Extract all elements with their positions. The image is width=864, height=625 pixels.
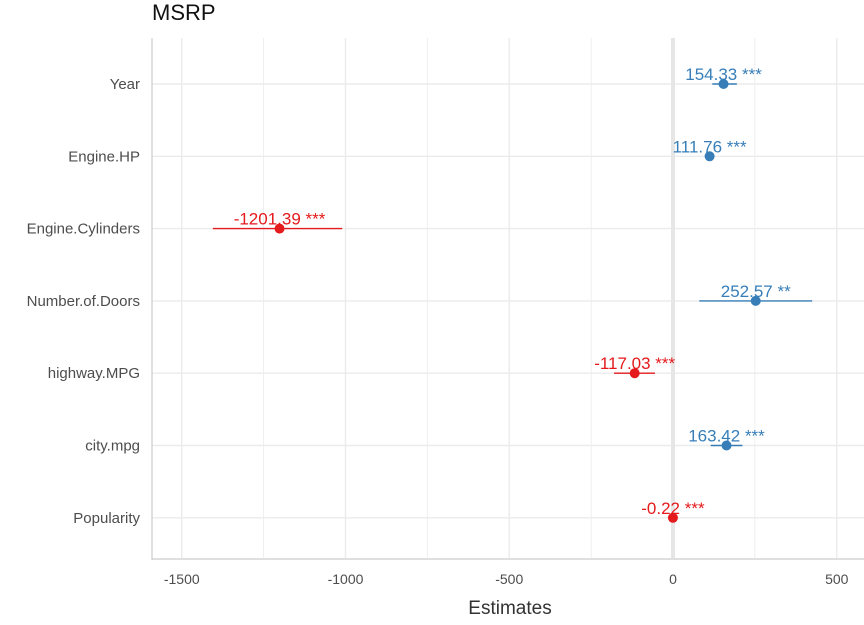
estimate-point: [721, 440, 732, 451]
estimate-label: 252.57 **: [721, 282, 791, 301]
y-tick-label: city.mpg: [85, 438, 140, 455]
y-tick-label: Number.of.Doors: [27, 293, 140, 310]
y-tick-label: Popularity: [73, 510, 140, 527]
y-tick-label: Year: [110, 76, 140, 93]
x-tick-label: -500: [495, 571, 523, 587]
x-tick-label: -1500: [164, 571, 200, 587]
estimate-label: -117.03 ***: [594, 354, 675, 373]
estimate-point: [750, 295, 761, 306]
estimate-point: [704, 151, 715, 162]
estimate-point: [629, 368, 640, 379]
x-tick-label: 500: [825, 571, 849, 587]
x-axis-title: Estimates: [468, 598, 551, 619]
estimate-point: [718, 79, 729, 89]
y-tick-label: highway.MPG: [48, 365, 140, 382]
x-tick-label: 0: [669, 571, 677, 587]
estimate-label: 111.76 ***: [673, 137, 747, 156]
x-tick-label: -1000: [328, 571, 364, 587]
y-tick-label: Engine.Cylinders: [27, 221, 140, 238]
estimate-point: [274, 223, 285, 234]
y-tick-label: Engine.HP: [68, 148, 140, 165]
estimate-label: 154.33 ***: [685, 65, 762, 84]
estimate-label: -0.22 ***: [641, 499, 705, 518]
estimate-label: -1201.39 ***: [234, 210, 326, 229]
chart-title: MSRP: [152, 0, 216, 25]
mark-layer: 154.33 *** 111.76 *** -1201.39 *** 252.57 *…: [212, 65, 813, 523]
estimate-label: 163.42 ***: [688, 427, 765, 446]
axis-layer: -1500 -1000 -500 0 500 Year Engine.HP Engine.Cy…: [27, 38, 864, 587]
estimate-point: [667, 512, 678, 523]
